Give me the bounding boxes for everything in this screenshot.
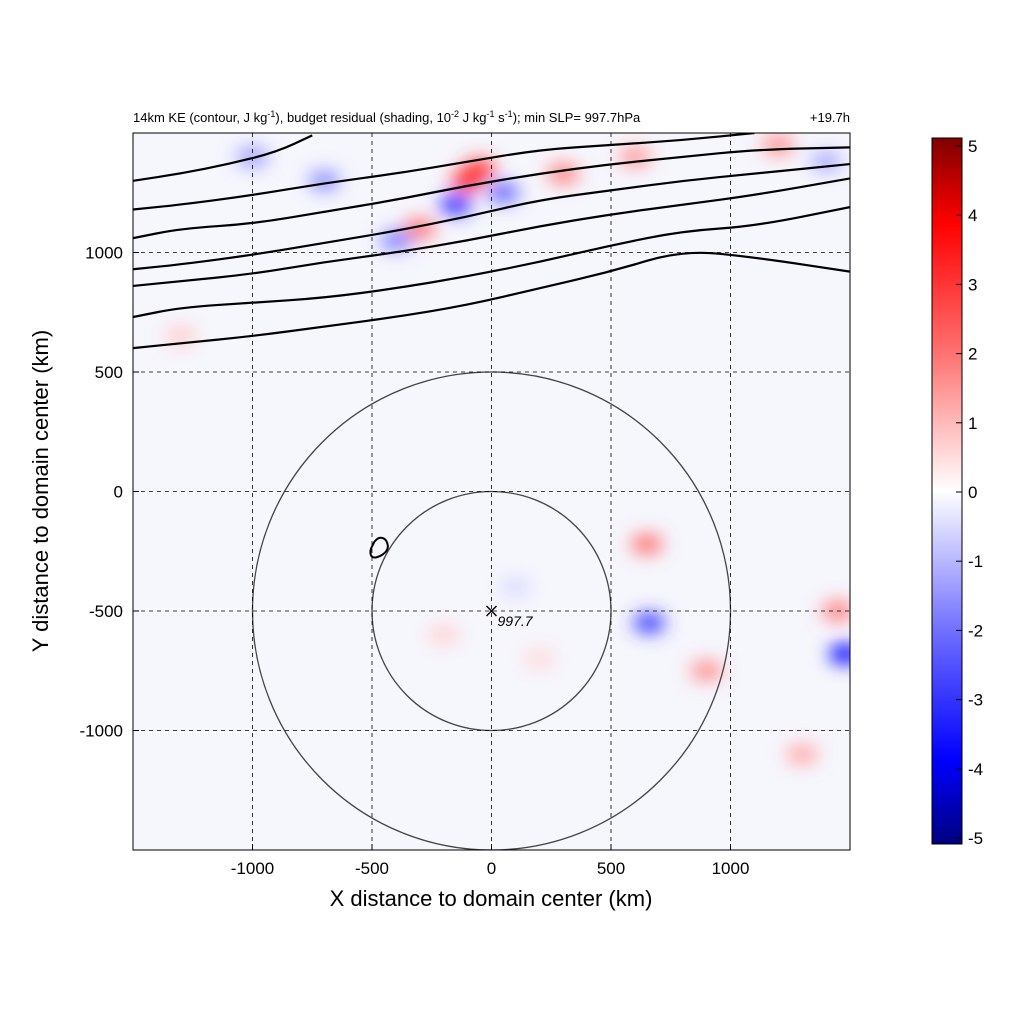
ke-contour-line — [133, 251, 850, 350]
ke-contours — [133, 133, 850, 559]
residual-blob — [829, 644, 850, 665]
storm-center-x-icon — [486, 605, 497, 617]
colorbar-gradient — [931, 137, 963, 845]
range-ring — [371, 490, 612, 732]
residual-blob — [822, 601, 850, 621]
residual-blob — [236, 146, 269, 167]
y-tick-label: 1000 — [85, 244, 123, 263]
y-tick-label: 500 — [95, 363, 123, 382]
residual-blob — [633, 612, 666, 633]
residual-blob — [499, 577, 532, 598]
colorbar-tick-label: -5 — [968, 829, 983, 848]
x-tick-label: 1000 — [712, 859, 750, 878]
residual-blob — [690, 660, 723, 681]
colorbar: 5 4 3 2 1 0 -1 -2 -3 -4 -5 — [931, 137, 983, 848]
range-ring — [251, 371, 732, 850]
x-tick-label: 500 — [597, 859, 625, 878]
colorbar-tick-label: 3 — [968, 275, 977, 294]
y-axis-ticks: -1000 -500 0 500 1000 — [80, 244, 139, 741]
colorbar-tick-label: -3 — [968, 691, 983, 710]
residual-blob — [762, 134, 795, 155]
y-axis-label: Y distance to domain center (km) — [28, 330, 53, 652]
ke-contour-line — [133, 177, 850, 288]
residual-blob — [439, 194, 472, 215]
y-tick-label: -500 — [89, 602, 123, 621]
residual-blob — [786, 744, 819, 765]
x-axis-label: X distance to domain center (km) — [330, 886, 653, 911]
x-axis-ticks: -1000 -500 0 500 1000 — [231, 844, 750, 878]
range-rings — [251, 371, 732, 850]
residual-blob — [427, 624, 460, 645]
plot-area — [132, 132, 851, 851]
colorbar-tick-label: -1 — [968, 552, 983, 571]
x-tick-label: -500 — [355, 859, 389, 878]
colorbar-tick-label: 2 — [968, 345, 977, 364]
colorbar-tick-label: 0 — [968, 483, 977, 502]
x-tick-label: -1000 — [231, 859, 274, 878]
residual-blob — [630, 534, 663, 555]
ke-contour-line — [133, 133, 755, 211]
forecast-time-label: +19.7h — [810, 110, 850, 125]
ke-contour-line — [133, 162, 850, 271]
residual-blob — [523, 648, 556, 669]
colorbar-tick-label: 5 — [968, 137, 977, 156]
ke-contour-line — [133, 146, 850, 240]
residual-blob — [547, 163, 580, 184]
ke-contour-small — [369, 536, 389, 559]
ke-contour-line — [133, 206, 850, 319]
colorbar-tick-label: 1 — [968, 414, 977, 433]
x-tick-label: 0 — [487, 859, 496, 878]
storm-center-marker: 997.7 — [486, 605, 534, 629]
colorbar-tick-label: -2 — [968, 621, 983, 640]
colorbar-tick-label: -4 — [968, 760, 983, 779]
residual-blob — [379, 230, 412, 251]
residual-blob — [463, 158, 496, 179]
min-slp-label: 997.7 — [498, 613, 534, 629]
chart-title: 14km KE (contour, J kg-1), budget residu… — [133, 109, 641, 125]
residual-blob — [487, 182, 520, 203]
residual-blob — [164, 326, 197, 347]
colorbar-ticks: 5 4 3 2 1 0 -1 -2 -3 -4 -5 — [956, 137, 983, 848]
ke-contour-line — [133, 134, 313, 182]
y-tick-label: -1000 — [80, 722, 123, 741]
colorbar-tick-label: 4 — [968, 206, 977, 225]
y-tick-label: 0 — [114, 483, 123, 502]
